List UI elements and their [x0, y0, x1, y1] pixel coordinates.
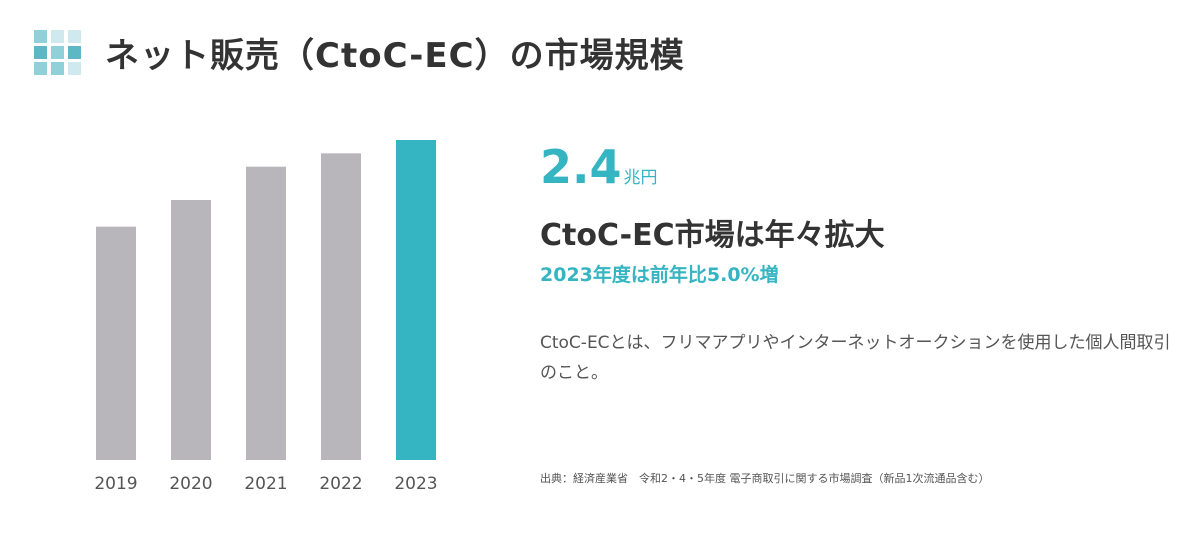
- x-tick-label-2023: 2023: [394, 474, 437, 494]
- bar-2019: [96, 226, 136, 460]
- x-tick-label-2022: 2022: [319, 474, 362, 494]
- grid-squares-icon: [34, 30, 81, 75]
- bar-2022: [321, 153, 361, 461]
- bar-chart: 2019 2020 2021 2022 2023: [94, 140, 438, 494]
- headline: CtoC-EC市場は年々拡大: [540, 218, 885, 253]
- market-size-value: 2.4: [540, 140, 622, 194]
- bar-2023: [396, 140, 436, 460]
- bar-2021: [246, 166, 286, 460]
- market-size-figure: 2.4 兆円: [540, 140, 658, 194]
- x-tick-label-2021: 2021: [244, 474, 287, 494]
- source-note: 出典：経済産業省 令和2・4・5年度 電子商取引に関する市場調査（新品1次流通品…: [540, 472, 990, 485]
- bar-2020: [171, 200, 211, 460]
- page-title: ネット販売（CtoC-EC）の市場規模: [105, 36, 685, 76]
- description: CtoC-ECとは、フリマアプリやインターネットオークションを使用した個人間取引…: [540, 333, 1171, 383]
- x-tick-label-2020: 2020: [169, 474, 212, 494]
- x-tick-label-2019: 2019: [94, 474, 137, 494]
- market-size-unit: 兆円: [623, 168, 658, 188]
- growth-note: 2023年度は前年比5.0%増: [540, 264, 779, 286]
